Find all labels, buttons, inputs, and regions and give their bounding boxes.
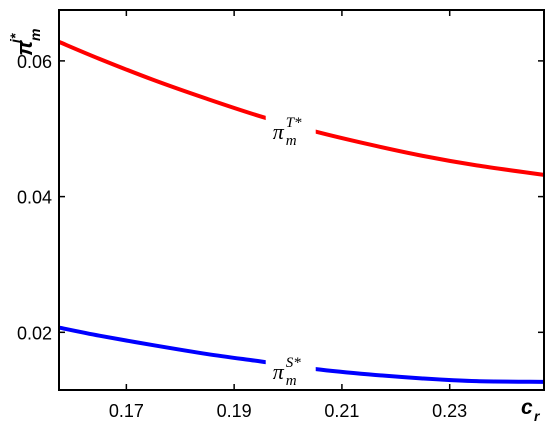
y-axis-label-base: π bbox=[12, 40, 37, 56]
annotation-background bbox=[265, 352, 316, 390]
annotation-subscript: m bbox=[286, 133, 297, 149]
x-axis-ticks: 0.17 0.19 0.21 0.23 bbox=[109, 10, 467, 421]
y-tick-label: 0.02 bbox=[17, 323, 52, 343]
annotation-superscript: T* bbox=[286, 115, 302, 131]
x-tick-label: 0.23 bbox=[432, 401, 467, 421]
y-axis-ticks: 0.02 0.04 0.06 bbox=[17, 52, 544, 343]
y-tick-label: 0.06 bbox=[17, 52, 52, 72]
curve-annotation-2: π S* m bbox=[265, 352, 316, 390]
y-axis-label-superscript: j* bbox=[7, 33, 23, 45]
plot-area bbox=[59, 10, 544, 390]
y-tick-label: 0.04 bbox=[17, 188, 52, 208]
x-tick-label: 0.17 bbox=[109, 401, 144, 421]
annotation-superscript: S* bbox=[286, 355, 302, 371]
y-axis-label: πj* m bbox=[7, 29, 43, 56]
x-tick-label: 0.21 bbox=[324, 401, 359, 421]
annotation-background bbox=[265, 111, 316, 150]
annotation-base: π bbox=[273, 119, 285, 144]
x-axis-label-base: c bbox=[521, 396, 533, 419]
axis-labels: c rπj* m bbox=[7, 29, 541, 424]
annotation-base: π bbox=[273, 359, 285, 384]
y-axis-label-subscript: m bbox=[27, 29, 43, 41]
annotation-subscript: m bbox=[286, 373, 297, 389]
x-axis-label-subscript: r bbox=[534, 408, 541, 424]
annotation-layer: π T*mπ S*m bbox=[265, 111, 316, 390]
curve-annotation-1: π T* m bbox=[265, 111, 316, 150]
plot-frame bbox=[58, 9, 545, 391]
x-tick-label: 0.19 bbox=[217, 401, 252, 421]
